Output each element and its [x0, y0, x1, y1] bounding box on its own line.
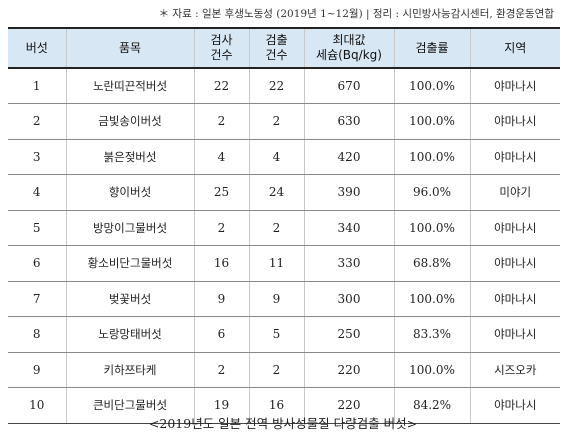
table-row: 2 금빛송이버섯 2 2 630 100.0% 야마나시	[8, 103, 560, 140]
cell-region: 야마나시	[469, 316, 560, 353]
cell-detection-rate: 100.0%	[393, 351, 471, 388]
cell-detections: 22	[248, 67, 305, 104]
cell-detections: 11	[248, 245, 305, 282]
detections-header: 검출 건수	[248, 27, 305, 69]
cell-max-cesium: 670	[303, 67, 395, 104]
cell-region: 시즈오카	[469, 351, 560, 388]
mushroom-detection-table: 버섯 품목 검사 건수 검출 건수 최대값 세슘(Bq/kg) 검출률 지역 1 노란띠끈적버…	[8, 27, 560, 424]
cell-tests: 6	[193, 316, 250, 353]
cell-max-cesium: 250	[303, 316, 395, 353]
cell-item: 황소비단그물버섯	[65, 245, 195, 282]
cell-no: 3	[8, 138, 67, 175]
cell-region: 미야기	[469, 174, 560, 211]
cell-detections: 24	[248, 174, 305, 211]
table-body: 1 노란띠끈적버섯 22 22 670 100.0% 야마나시 2 금빛송이버섯 2 2 630 100…	[8, 67, 560, 424]
cell-detection-rate: 100.0%	[393, 67, 471, 104]
max-cesium-header: 최대값 세슘(Bq/kg)	[303, 27, 395, 69]
mushroom-no-header: 버섯	[8, 27, 67, 69]
cell-no: 9	[8, 351, 67, 388]
cell-detection-rate: 100.0%	[393, 103, 471, 140]
cell-tests: 19	[193, 387, 250, 424]
cell-detections: 2	[248, 103, 305, 140]
item-header: 품목	[65, 27, 195, 69]
cell-region: 야마나시	[469, 67, 560, 104]
cell-tests: 9	[193, 280, 250, 317]
cell-detections: 2	[248, 209, 305, 246]
cell-detections: 2	[248, 351, 305, 388]
detection-rate-header: 검출률	[393, 27, 471, 69]
cell-detection-rate: 96.0%	[393, 174, 471, 211]
region-header: 지역	[469, 27, 560, 69]
table-row: 6 황소비단그물버섯 16 11 330 68.8% 야마나시	[8, 245, 560, 282]
cell-max-cesium: 330	[303, 245, 395, 282]
cell-no: 10	[8, 387, 67, 424]
cell-region: 야마나시	[469, 209, 560, 246]
cell-item: 금빛송이버섯	[65, 103, 195, 140]
cell-no: 8	[8, 316, 67, 353]
cell-tests: 25	[193, 174, 250, 211]
cell-item: 큰비단그물버섯	[65, 387, 195, 424]
cell-max-cesium: 390	[303, 174, 395, 211]
tests-header: 검사 건수	[193, 27, 250, 69]
cell-tests: 22	[193, 67, 250, 104]
table-row: 5 방망이그물버섯 2 2 340 100.0% 야마나시	[8, 209, 560, 246]
cell-detection-rate: 100.0%	[393, 280, 471, 317]
cell-no: 6	[8, 245, 67, 282]
table-caption: <2019년도 일본 전역 방사성물질 다량검출 버섯>	[148, 416, 418, 431]
cell-no: 1	[8, 67, 67, 104]
cell-tests: 2	[193, 103, 250, 140]
cell-no: 5	[8, 209, 67, 246]
table-row: 7 벚꽃버섯 9 9 300 100.0% 야마나시	[8, 280, 560, 317]
cell-no: 4	[8, 174, 67, 211]
cell-no: 7	[8, 280, 67, 317]
cell-item: 붉은젖버섯	[65, 138, 195, 175]
cell-tests: 2	[193, 351, 250, 388]
cell-tests: 16	[193, 245, 250, 282]
table-row: 4 향이버섯 25 24 390 96.0% 미야기	[8, 174, 560, 211]
cell-item: 벚꽃버섯	[65, 280, 195, 317]
cell-no: 2	[8, 103, 67, 140]
cell-region: 야마나시	[469, 387, 560, 424]
header-row: 버섯 품목 검사 건수 검출 건수 최대값 세슘(Bq/kg) 검출률 지역	[8, 27, 560, 69]
cell-detections: 9	[248, 280, 305, 317]
cell-max-cesium: 220	[303, 387, 395, 424]
table-row: 3 붉은젖버섯 4 4 420 100.0% 야마나시	[8, 138, 560, 175]
table-row: 8 노랑망태버섯 6 5 250 83.3% 야마나시	[8, 316, 560, 353]
cell-item: 방망이그물버섯	[65, 209, 195, 246]
table-row: 1 노란띠끈적버섯 22 22 670 100.0% 야마나시	[8, 67, 560, 104]
cell-detection-rate: 100.0%	[393, 138, 471, 175]
cell-item: 키하쯔타케	[65, 351, 195, 388]
cell-detections: 5	[248, 316, 305, 353]
table-row: 9 키하쯔타케 2 2 220 100.0% 시즈오카	[8, 351, 560, 388]
cell-region: 야마나시	[469, 103, 560, 140]
cell-max-cesium: 420	[303, 138, 395, 175]
cell-item: 노란띠끈적버섯	[65, 67, 195, 104]
cell-detections: 4	[248, 138, 305, 175]
cell-item: 노랑망태버섯	[65, 316, 195, 353]
cell-tests: 2	[193, 209, 250, 246]
table-row: 10 큰비단그물버섯 19 16 220 84.2% 야마나시	[8, 387, 560, 424]
cell-max-cesium: 340	[303, 209, 395, 246]
cell-region: 야마나시	[469, 280, 560, 317]
cell-detection-rate: 68.8%	[393, 245, 471, 282]
cell-max-cesium: 630	[303, 103, 395, 140]
cell-item: 향이버섯	[65, 174, 195, 211]
source-note: ＊ 자료 : 일본 후생노동성 (2019년 1~12월) | 정리 : 시민방…	[158, 8, 554, 20]
cell-max-cesium: 220	[303, 351, 395, 388]
cell-tests: 4	[193, 138, 250, 175]
cell-max-cesium: 300	[303, 280, 395, 317]
cell-region: 야마나시	[469, 138, 560, 175]
cell-region: 야마나시	[469, 245, 560, 282]
cell-detection-rate: 100.0%	[393, 209, 471, 246]
cell-detection-rate: 83.3%	[393, 316, 471, 353]
